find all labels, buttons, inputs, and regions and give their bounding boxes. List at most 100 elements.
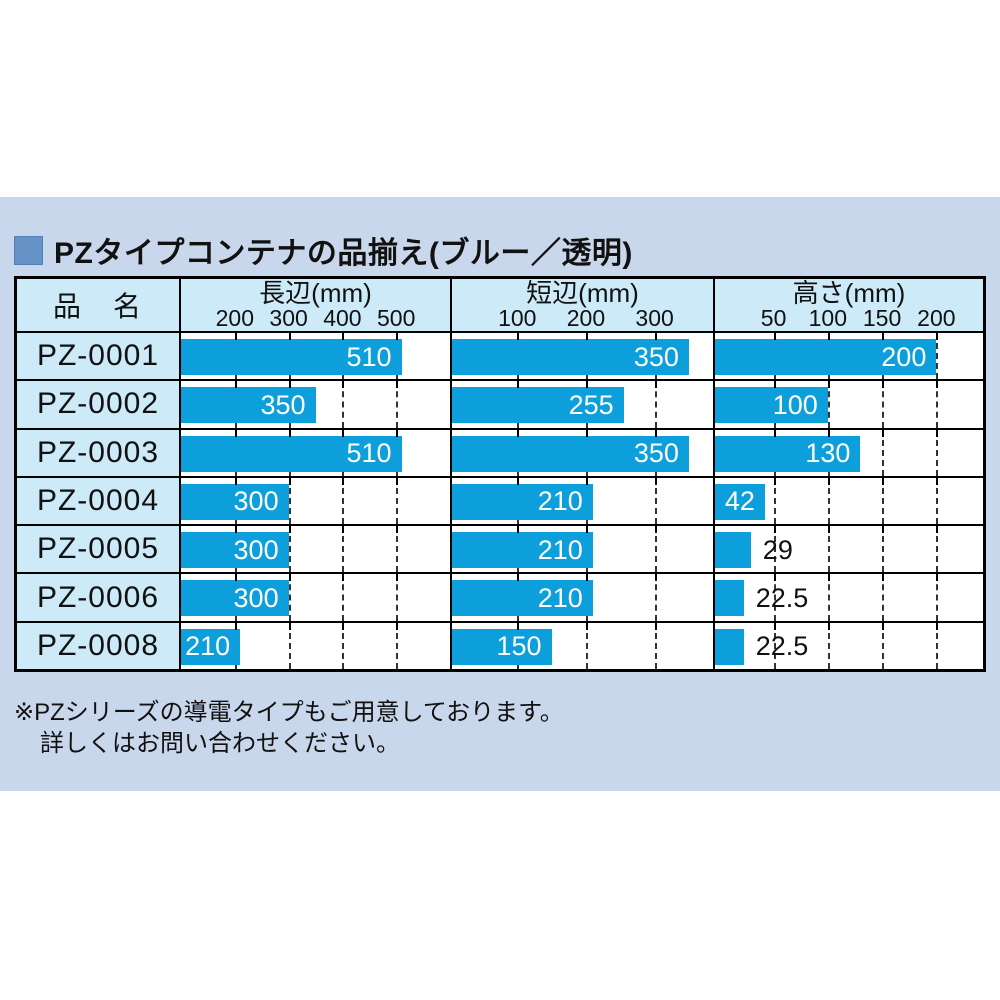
tick-mark bbox=[585, 333, 588, 340]
gridline bbox=[936, 333, 939, 380]
tick-mark bbox=[517, 381, 520, 389]
tick-mark bbox=[654, 574, 657, 582]
chart-cell: 100 bbox=[715, 381, 983, 428]
gridline bbox=[585, 622, 588, 670]
tick-mark bbox=[234, 333, 237, 340]
tick-mark bbox=[234, 622, 237, 630]
gridline bbox=[882, 526, 885, 573]
product-name-cell: PZ-0003 bbox=[17, 429, 181, 476]
tick-label: 100 bbox=[808, 305, 848, 331]
bar-label: 29 bbox=[762, 534, 793, 565]
tick-mark bbox=[342, 477, 345, 485]
tick-mark bbox=[517, 429, 520, 437]
footnote-line2: 詳しくはお問い合わせください。 bbox=[40, 730, 400, 757]
tick-mark bbox=[827, 333, 830, 340]
tick-mark bbox=[517, 333, 520, 340]
chart-cell: 300 bbox=[181, 526, 452, 573]
bar-label: 350 bbox=[633, 438, 679, 469]
tick-mark bbox=[936, 477, 939, 485]
bar: 255 bbox=[452, 387, 624, 424]
bar-label: 210 bbox=[537, 534, 583, 565]
gridline bbox=[827, 526, 830, 573]
chart-cell: 130 bbox=[715, 429, 983, 476]
table-row: PZ-0001 510 350 200 bbox=[17, 331, 983, 380]
product-name: PZ-0008 bbox=[36, 628, 160, 662]
gridline bbox=[827, 477, 830, 525]
table-row: PZ-0002 350 255 100 bbox=[17, 379, 983, 428]
tick-mark bbox=[234, 381, 237, 389]
tick-mark bbox=[773, 526, 776, 534]
tick-mark bbox=[342, 574, 345, 582]
gridline bbox=[882, 477, 885, 525]
tick-mark bbox=[827, 622, 830, 630]
gridline bbox=[882, 429, 885, 476]
product-name-cell: PZ-0004 bbox=[17, 477, 181, 525]
gridline bbox=[654, 526, 657, 573]
tick-label: 300 bbox=[635, 305, 674, 331]
tick-mark bbox=[234, 526, 237, 534]
tick-mark bbox=[585, 622, 588, 630]
footnote: ※PZシリーズの導電タイプもご用意しております。 詳しくはお問い合わせください。 bbox=[14, 697, 564, 759]
chart-cell: 22.5 bbox=[715, 574, 983, 621]
bar: 510 bbox=[181, 435, 402, 472]
tick-mark bbox=[654, 526, 657, 534]
tick-mark bbox=[882, 381, 885, 389]
product-name: PZ-0005 bbox=[36, 532, 160, 566]
tick-mark bbox=[396, 574, 399, 582]
tick-mark bbox=[288, 574, 291, 582]
product-name: PZ-0003 bbox=[36, 435, 160, 469]
chart-cell: 42 bbox=[715, 477, 983, 525]
gridline bbox=[654, 622, 657, 670]
bar: 42 bbox=[715, 483, 765, 520]
tick-mark bbox=[936, 622, 939, 630]
chart-cell: 22.5 bbox=[715, 622, 983, 670]
gridline bbox=[288, 622, 291, 670]
footnote-line1: ※PZシリーズの導電タイプもご用意しております。 bbox=[14, 699, 564, 726]
product-name-cell: PZ-0008 bbox=[17, 622, 181, 670]
tick-mark bbox=[882, 526, 885, 534]
tick-mark bbox=[654, 429, 657, 437]
tick-mark bbox=[517, 622, 520, 630]
bar-label: 300 bbox=[233, 582, 279, 613]
gridline bbox=[936, 477, 939, 525]
gridline bbox=[288, 477, 291, 525]
table-row: PZ-0008 210 150 22.5 bbox=[17, 620, 983, 670]
gridline bbox=[396, 622, 399, 670]
tick-mark bbox=[936, 429, 939, 437]
tick-mark bbox=[585, 574, 588, 582]
section-title-text: PZタイプコンテナの品揃え(ブルー／透明) bbox=[54, 237, 633, 270]
gridline bbox=[936, 381, 939, 428]
tick-mark bbox=[517, 574, 520, 582]
gridline bbox=[396, 381, 399, 428]
bar: 100 bbox=[715, 387, 828, 424]
product-name-cell: PZ-0005 bbox=[17, 526, 181, 573]
tick-mark bbox=[234, 429, 237, 437]
table-row: PZ-0006 300 210 22.5 bbox=[17, 572, 983, 621]
tick-mark bbox=[288, 429, 291, 437]
product-name: PZ-0001 bbox=[36, 339, 160, 373]
tick-label: 300 bbox=[269, 305, 308, 331]
tick-label: 200 bbox=[566, 305, 606, 331]
bar-label: 22.5 bbox=[755, 631, 809, 662]
bar: 130 bbox=[715, 435, 861, 472]
chart-cell: 255 bbox=[452, 381, 715, 428]
gridline bbox=[827, 574, 830, 621]
section-title: PZタイプコンテナの品揃え(ブルー／透明) bbox=[14, 228, 633, 272]
tick-label: 50 bbox=[760, 305, 787, 331]
tick-mark bbox=[936, 526, 939, 534]
gridline bbox=[827, 622, 830, 670]
tick-mark bbox=[827, 429, 830, 437]
chart-cell: 350 bbox=[452, 333, 715, 380]
table-header-row: 品 名 長辺(mm) 200 300 400 500 短辺(mm) 100 200 300 高さ(… bbox=[17, 278, 983, 331]
bar-label: 350 bbox=[260, 389, 306, 420]
tick-mark bbox=[827, 477, 830, 485]
gridline bbox=[654, 574, 657, 621]
chart-cell: 210 bbox=[452, 526, 715, 573]
tick-mark bbox=[585, 526, 588, 534]
bar: 300 bbox=[181, 483, 289, 520]
tick-mark bbox=[936, 574, 939, 582]
tick-mark bbox=[585, 381, 588, 389]
tick-mark bbox=[654, 622, 657, 630]
gridline bbox=[936, 526, 939, 573]
